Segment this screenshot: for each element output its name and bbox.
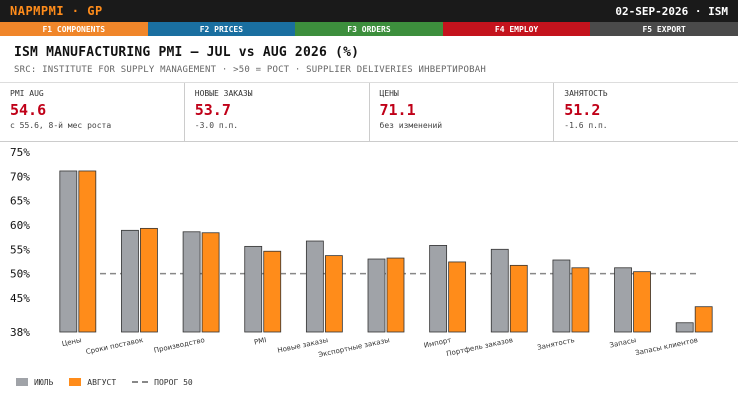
legend-item-august: АВГУСТ [69,378,116,387]
y-tick-label: 75% [10,146,30,159]
bar-july [367,258,386,333]
tab-prices[interactable]: F2 PRICES [147,22,296,36]
bar-august [633,271,651,333]
legend-item-july: ИЮЛЬ [16,378,53,387]
x-tick-label: Производство [153,336,205,355]
page-header: ISM MANUFACTURING PMI — JUL vs AUG 2026 … [0,36,738,83]
x-tick-label: PMI [253,336,267,346]
legend-swatch-july [16,378,28,386]
stat-new-orders: НОВЫЕ ЗАКАЗЫ 53.7 -3.0 п.п. [185,83,370,141]
x-tick-label: Портфель заказов [446,336,514,358]
ticker-code: NAPMPMI · GP [10,4,103,18]
stat-note: -1.6 п.п. [564,121,608,130]
bar-july [244,245,263,333]
stat-prices: ЦЕНЫ 71.1 без изменений [370,83,555,141]
bar-august [201,232,220,333]
y-tick-label: 60% [10,219,30,232]
bar-august [324,255,343,333]
x-tick-label: Запасы клиентов [634,336,698,357]
x-tick-label: Занятость [537,336,576,352]
bar-july [59,170,78,333]
stat-label: ЦЕНЫ [379,89,399,98]
stat-note: без изменений [379,121,443,130]
x-tick-label: Экспортные заказы [318,336,391,359]
bar-august [78,170,97,333]
top-bar: NAPMPMI · GP 02-SEP-2026 · ISM [0,0,738,22]
legend-item-threshold: ПОРОГ 50 [132,378,193,387]
tab-components[interactable]: F1 COMPONENTS [0,22,148,36]
x-tick-label: Сроки поставок [85,336,144,356]
tab-orders[interactable]: F3 ORDERS [295,22,443,36]
stats-row: PMI AUG 54.6 с 55.6, 8-й мес роста НОВЫЕ… [0,83,738,142]
bar-august [509,264,528,333]
legend-dash-threshold [132,381,149,383]
bar-august [694,306,713,333]
bar-august [140,227,158,333]
y-tick-label: 50% [10,268,30,281]
tab-employ[interactable]: F4 EMPLOY [442,22,591,36]
function-key-bar: F1 COMPONENTS F2 PRICES F3 ORDERS F4 EMP… [0,22,738,36]
x-tick-label: Цены [61,336,82,348]
bar-july [490,248,509,333]
stat-note: с 55.6, 8-й мес роста [10,121,112,130]
bar-august [448,261,467,333]
y-tick-label: 45% [10,292,30,305]
stat-employment: ЗАНЯТОСТЬ 51.2 -1.6 п.п. [554,83,738,141]
components-bar-chart: 75% 70% 65% 60% 55% 50% 45% 38% Цены Сроки постав… [0,142,738,369]
legend-label-threshold: ПОРОГ 50 [154,377,193,387]
page-title: ISM MANUFACTURING PMI — JUL vs AUG 2026 … [14,45,360,60]
tab-export[interactable]: F5 EXPORT [590,22,738,36]
stat-value: 71.1 [379,101,416,119]
bar-july [121,229,139,333]
x-tick-label: Импорт [423,336,452,350]
stat-label: НОВЫЕ ЗАКАЗЫ [194,89,253,98]
bar-july [305,240,324,333]
stat-label: ЗАНЯТОСТЬ [564,89,608,98]
page-subtitle: SRC: INSTITUTE FOR SUPPLY MANAGEMENT · >… [14,65,486,75]
legend-label-august: АВГУСТ [87,377,117,387]
y-tick-label: 65% [10,195,30,208]
bar-july [614,267,632,333]
y-tick-label: 70% [10,170,30,183]
bar-august [571,267,590,333]
bar-august [263,250,282,333]
bar-august [386,257,405,333]
stat-label: PMI AUG [10,89,44,98]
bar-july [429,245,448,333]
stat-value: 54.6 [10,101,47,119]
report-date: 02-SEP-2026 · ISM [615,4,728,18]
legend-swatch-august [69,378,82,386]
bar-july [552,259,571,333]
bar-july [182,231,201,333]
bar-july [675,322,694,333]
chart-svg: 75% 70% 65% 60% 55% 50% 45% 38% Цены Сроки постав… [10,146,713,359]
legend-label-july: ИЮЛЬ [34,377,54,387]
stat-pmi: PMI AUG 54.6 с 55.6, 8-й мес роста [0,83,185,141]
stat-note: -3.0 п.п. [194,121,239,130]
y-tick-label: 55% [10,243,30,256]
stat-value: 51.2 [564,101,601,119]
y-tick-label: 38% [10,326,30,339]
stat-value: 53.7 [194,101,231,119]
x-tick-label: Запасы [609,336,637,349]
chart-legend: ИЮЛЬ АВГУСТ ПОРОГ 50 [0,369,738,395]
